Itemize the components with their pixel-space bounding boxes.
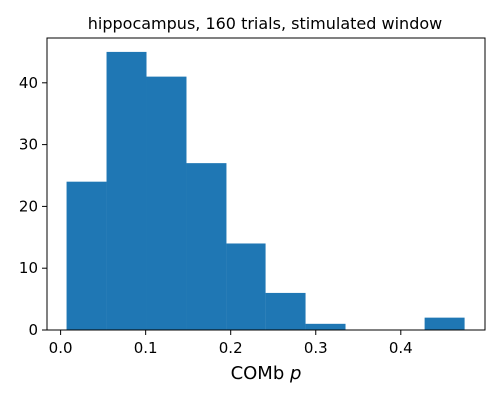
chart-title: hippocampus, 160 trials, stimulated wind… [88,14,442,33]
histogram-bars [66,51,465,331]
y-tick-label: 30 [19,136,38,154]
histogram-bar-0 [66,181,107,330]
histogram-bar-6 [305,323,346,330]
histogram-bar-2 [146,76,187,331]
x-tick-label: 0.3 [304,339,328,357]
histogram-bar-4 [226,243,266,330]
y-tick-label: 0 [28,321,38,339]
x-axis-label-variable: p [289,363,301,384]
x-tick-label: 0.4 [389,339,413,357]
histogram-bar-1 [106,51,147,331]
x-tick-label: 0.0 [49,339,73,357]
plot-frame [46,37,486,331]
x-axis-ticks: 0.0 0.1 0.2 0.3 0.4 [49,330,413,357]
x-tick-label: 0.2 [219,339,243,357]
histogram-bar-5 [265,292,306,330]
y-tick-label: 40 [19,74,38,92]
y-tick-label: 20 [19,197,38,215]
x-tick-label: 0.1 [134,339,158,357]
x-axis-label: COMb p [231,363,302,384]
y-tick-label: 10 [19,259,38,277]
histogram-bar-9 [424,317,465,330]
histogram-bar-3 [186,163,227,330]
y-axis-ticks: 0 10 20 30 40 [19,74,47,339]
x-axis-label-main: COMb [231,363,290,384]
